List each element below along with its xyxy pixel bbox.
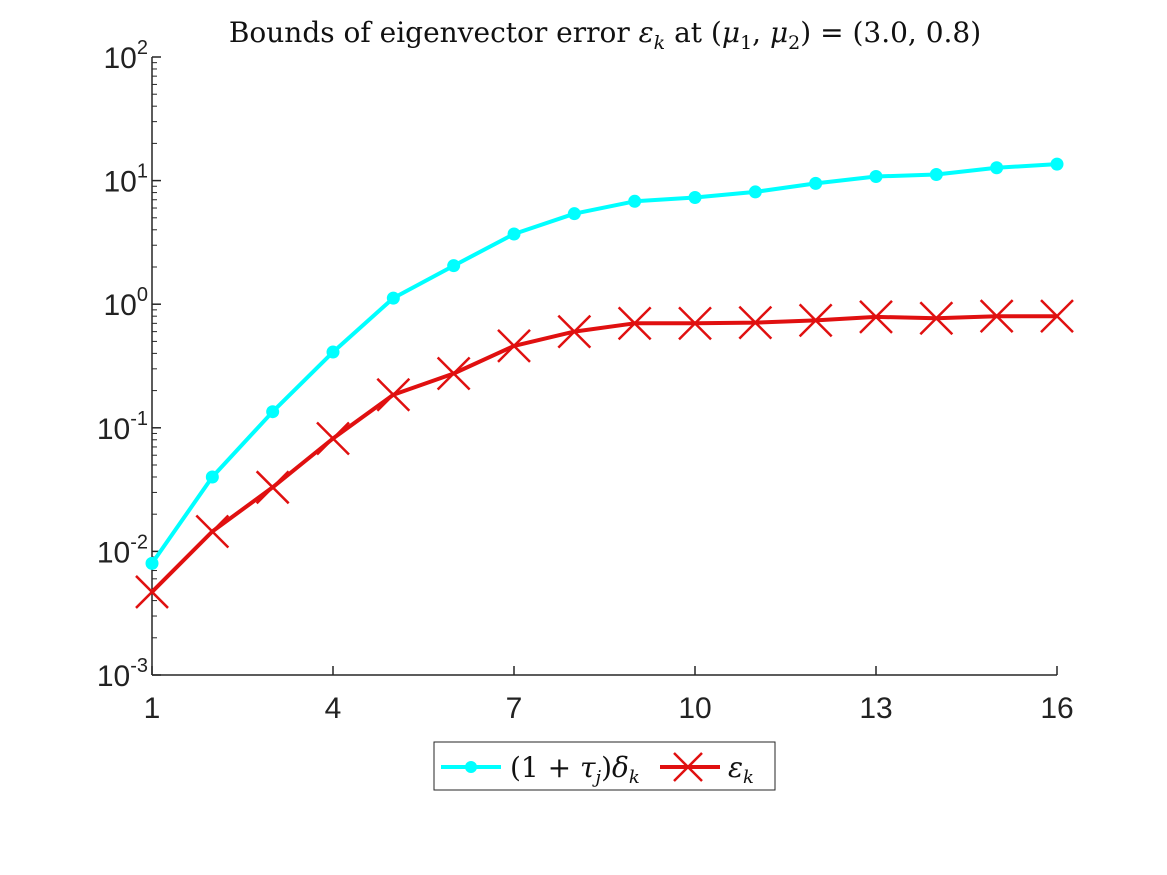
series-1-point (386, 291, 400, 305)
series-1-point (266, 405, 280, 419)
y-tick-label: 100 (104, 284, 149, 322)
series-1-point (1050, 157, 1064, 171)
series-1-point (809, 176, 823, 190)
y-tick-label: 10-2 (97, 531, 148, 569)
series-1-point (447, 259, 461, 273)
series-2-point (1040, 299, 1074, 334)
series-1-point (748, 185, 762, 199)
series-2-point (255, 470, 290, 505)
series-2-point (738, 305, 773, 340)
series-2-point (497, 328, 531, 363)
x-tick-label: 4 (325, 692, 342, 725)
series-2-point (617, 306, 652, 341)
x-ticks: 1 4 7 10 13 16 (144, 666, 1074, 725)
x-tick-label: 1 (144, 692, 161, 725)
series-2-point (557, 314, 592, 349)
series-1-point (205, 470, 219, 484)
axes (151, 57, 1057, 676)
series-2-point (316, 421, 350, 456)
series-1-point (567, 207, 581, 221)
series-1-point (628, 194, 642, 208)
series-1-point (929, 168, 943, 182)
series-2-point (376, 377, 411, 412)
legend: (1 + τj)δk εk (433, 741, 776, 791)
series-layer (135, 157, 1074, 609)
series-1-point (688, 190, 702, 204)
y-ticks: 10-3 10-2 10-1 100 101 102 (97, 37, 161, 693)
legend-swatch-marker-2 (673, 752, 703, 782)
series-2-point (135, 575, 169, 609)
series-2-point (859, 299, 893, 334)
series-2-point (979, 299, 1014, 334)
y-tick-label: 10-3 (97, 655, 148, 693)
series-2-point (436, 356, 471, 391)
y-tick-label: 101 (104, 161, 149, 199)
series-line-2 (150, 314, 1057, 594)
series-1-point (507, 227, 521, 241)
series-2-point (798, 303, 833, 338)
series-1-point (145, 556, 159, 570)
chart-title: Bounds of eigenvector error εk at (μ1, μ… (229, 16, 981, 54)
series-1-point (326, 345, 340, 359)
series-2-point (678, 306, 712, 341)
legend-swatch-marker-1 (465, 761, 477, 773)
y-tick-label: 10-1 (97, 408, 148, 446)
series-line-1 (150, 162, 1058, 565)
series-2-point (919, 301, 954, 336)
y-tick-label: 102 (104, 37, 149, 75)
legend-entry-2: εk (728, 751, 754, 788)
x-tick-label: 13 (859, 692, 892, 725)
series-2-point (195, 514, 230, 549)
x-tick-label: 10 (678, 692, 711, 725)
x-tick-label: 16 (1040, 692, 1073, 725)
x-tick-label: 7 (506, 692, 523, 725)
series-1-point (869, 169, 883, 183)
series-1-point (990, 161, 1004, 175)
legend-entry-1: (1 + τj)δk (510, 751, 640, 788)
